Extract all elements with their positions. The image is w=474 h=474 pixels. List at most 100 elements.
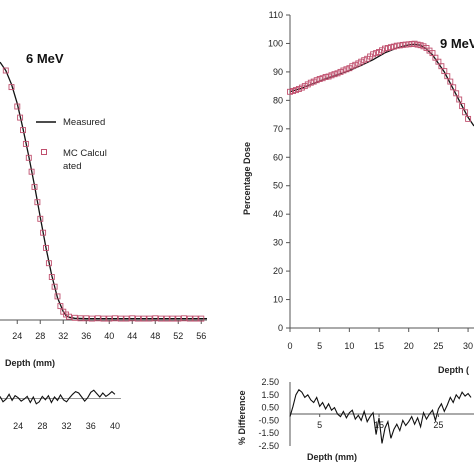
- mc-point: [358, 58, 365, 65]
- y-tick-label: 30: [273, 238, 283, 248]
- y-tick-label: -2.50: [258, 441, 279, 451]
- y-tick-label: 10: [273, 295, 283, 305]
- x-tick-label: 32: [58, 331, 68, 341]
- right-main-chart: 0 10 20 30 40 50 60 70 80 90 100 110 0 5 10 15 20 25 30 Dep…: [242, 10, 474, 375]
- y-tick-label: 50: [273, 181, 283, 191]
- mc-point: [106, 315, 113, 322]
- x-tick-label: 56: [196, 331, 206, 341]
- mc-point: [450, 84, 457, 91]
- mc-point: [287, 88, 293, 95]
- mc-point: [54, 293, 61, 300]
- x-tick-label: 0: [287, 341, 292, 351]
- x-tick-label: 15: [374, 420, 384, 430]
- x-tick-label: 40: [104, 331, 114, 341]
- mc-point: [66, 313, 72, 320]
- mc-point: [34, 199, 41, 206]
- mc-point: [295, 86, 302, 92]
- mc-point: [319, 75, 326, 82]
- x-tick-label: 15: [374, 341, 384, 351]
- mc-point: [71, 314, 78, 321]
- mc-point: [453, 90, 460, 97]
- mc-point: [135, 315, 141, 322]
- mc-point: [301, 83, 308, 90]
- y-tick-label: 1.50: [261, 390, 279, 400]
- x-tick-label: 28: [37, 421, 47, 431]
- y-tick-label: -0.50: [258, 415, 279, 425]
- mc-point: [43, 244, 49, 251]
- x-axis-title: Depth (mm): [307, 452, 357, 462]
- mc-point: [163, 315, 170, 322]
- y-tick-label: 110: [269, 10, 283, 20]
- y-tick-label: 0.50: [261, 403, 279, 413]
- mc-point: [402, 41, 409, 48]
- mc-point: [123, 315, 130, 322]
- mc-point: [57, 303, 64, 310]
- x-tick-label: 24: [12, 331, 22, 341]
- x-tick-label: 36: [81, 331, 91, 341]
- x-tick-label: 5: [317, 341, 322, 351]
- mc-point: [48, 274, 55, 280]
- mc-point: [376, 49, 382, 55]
- x-tick-label: 40: [110, 421, 120, 431]
- left-difference-chart: 24 28 32 36 40: [0, 389, 121, 431]
- x-tick-label: 28: [35, 331, 45, 341]
- difference-line: [289, 388, 472, 444]
- legend-marker-mc: [41, 149, 47, 155]
- mc-point: [432, 54, 439, 61]
- x-tick-label: 10: [344, 341, 354, 351]
- mc-point: [322, 74, 329, 80]
- mc-point: [14, 103, 21, 110]
- mc-point: [334, 70, 341, 77]
- mc-point: [40, 229, 47, 236]
- mc-point: [379, 47, 385, 54]
- y-tick-label: 100: [268, 38, 283, 48]
- y-tick-label: 80: [273, 95, 283, 105]
- mc-point: [331, 71, 338, 78]
- legend-label-mc-line1: MC Calcul: [63, 148, 107, 159]
- mc-point: [112, 315, 118, 322]
- y-tick-label: 0: [278, 323, 283, 333]
- mc-point: [292, 87, 299, 94]
- mc-point: [45, 260, 52, 267]
- mc-point: [328, 72, 335, 79]
- mc-point: [396, 42, 403, 49]
- mc-point: [25, 154, 32, 161]
- x-tick-label: 25: [433, 341, 443, 351]
- legend-label-mc-line2: ated: [63, 161, 82, 172]
- mc-point: [146, 315, 153, 322]
- mc-point: [444, 73, 451, 80]
- x-tick-label: 20: [404, 341, 414, 351]
- mc-point: [20, 127, 26, 134]
- mc-point: [435, 58, 442, 65]
- x-axis-title: Depth (: [438, 365, 469, 375]
- x-tick-label: 5: [317, 420, 322, 430]
- mc-point: [370, 51, 377, 58]
- y-tick-label: 2.50: [261, 377, 279, 387]
- x-tick-label: 44: [127, 331, 137, 341]
- mc-point: [411, 40, 418, 47]
- mc-point: [192, 315, 199, 322]
- y-tick-label: 20: [273, 266, 283, 276]
- mc-point: [2, 67, 9, 74]
- mc-point: [169, 315, 176, 322]
- mc-point: [17, 114, 24, 121]
- mc-point: [447, 78, 454, 85]
- mc-point: [175, 315, 182, 322]
- mc-point: [198, 315, 205, 322]
- mc-point: [89, 315, 95, 322]
- mc-point: [83, 315, 90, 322]
- legend-label-measured: Measured: [63, 117, 105, 128]
- mc-point: [340, 67, 347, 74]
- y-tick-label: 90: [273, 67, 283, 77]
- mc-point: [304, 81, 311, 88]
- measured-line: [0, 61, 207, 320]
- y-tick-label: 40: [273, 209, 283, 219]
- y-axis-title: % Difference: [237, 390, 247, 445]
- x-tick-label: 24: [13, 421, 23, 431]
- mc-point: [393, 42, 400, 49]
- y-tick-label: -1.50: [258, 428, 279, 438]
- x-tick-label: 25: [433, 420, 443, 430]
- measured-line: [289, 43, 474, 127]
- mc-point: [313, 77, 320, 84]
- y-tick-label: 70: [273, 124, 283, 134]
